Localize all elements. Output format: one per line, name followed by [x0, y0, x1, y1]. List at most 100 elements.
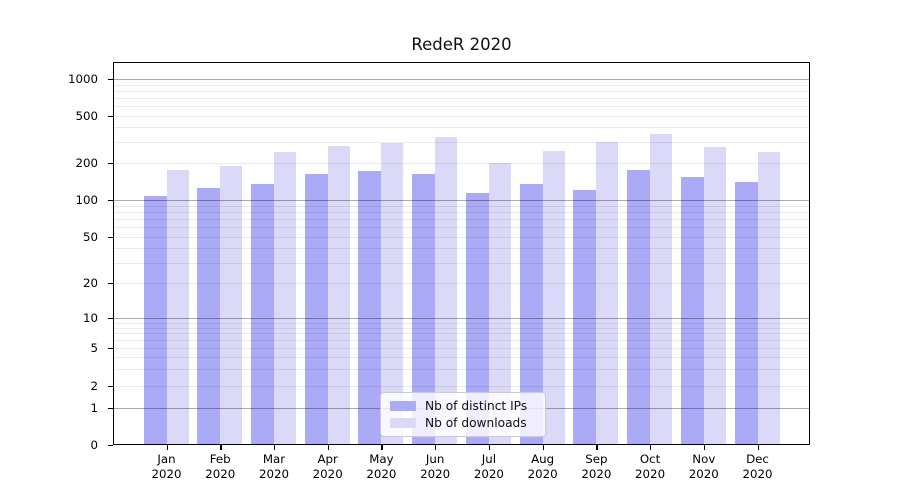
- x-tick-year: 2020: [151, 467, 182, 481]
- x-tick-label: Nov 2020: [689, 452, 719, 482]
- bar-distinct-ips: [143, 196, 167, 445]
- bar-distinct-ips: [627, 169, 651, 445]
- y-tick-label: 10: [82, 311, 98, 325]
- y-tick-mark: [108, 282, 113, 284]
- legend: Nb of distinct IPs Nb of downloads: [380, 392, 546, 437]
- x-tick-year: 2020: [258, 467, 289, 481]
- bar-distinct-ips: [197, 188, 221, 445]
- bar-distinct-ips: [680, 176, 704, 445]
- x-tick-month: Jul: [481, 452, 496, 466]
- x-tick-mark: [757, 445, 759, 450]
- x-tick-label: May 2020: [366, 452, 396, 482]
- y-tick-label: 2: [90, 379, 98, 393]
- x-tick-mark: [381, 445, 383, 450]
- y-tick-label: 5: [90, 341, 98, 355]
- bars-layer: [113, 62, 810, 445]
- x-tick-mark: [488, 445, 491, 450]
- x-tick-year: 2020: [205, 467, 236, 481]
- x-tick-month: Jan: [157, 452, 176, 466]
- x-tick-label: Jun 2020: [420, 452, 450, 482]
- x-tick-year: 2020: [635, 467, 666, 481]
- bar-downloads: [381, 143, 404, 445]
- bar-downloads: [596, 141, 619, 445]
- x-tick-year: 2020: [366, 467, 397, 481]
- x-tick-month: Jun: [425, 452, 445, 466]
- x-tick-month: Apr: [317, 452, 338, 466]
- x-tick-month: May: [369, 452, 394, 466]
- x-tick-month: Dec: [746, 452, 769, 466]
- legend-swatch-distinct-ips: [390, 401, 416, 411]
- x-tick-label: Jan 2020: [151, 452, 181, 482]
- bar-downloads: [273, 151, 296, 445]
- y-tick-mark: [108, 317, 113, 319]
- y-tick-mark: [108, 407, 113, 409]
- x-tick-month: Sep: [585, 452, 608, 466]
- legend-item: Nb of distinct IPs: [390, 399, 537, 413]
- x-tick-year: 2020: [742, 467, 773, 481]
- x-tick-mark: [650, 445, 652, 450]
- y-tick-mark: [108, 385, 113, 387]
- plot-area: [113, 62, 810, 445]
- y-tick-mark: [108, 199, 113, 201]
- bar-downloads: [542, 150, 565, 445]
- x-tick-label: Feb 2020: [205, 452, 235, 482]
- bar-downloads: [166, 170, 189, 445]
- bar-distinct-ips: [358, 171, 382, 445]
- x-tick-mark: [220, 445, 222, 450]
- y-tick-mark: [108, 162, 113, 164]
- x-tick-year: 2020: [527, 467, 558, 481]
- bar-distinct-ips: [734, 182, 758, 445]
- bar-distinct-ips: [519, 184, 543, 445]
- x-tick-year: 2020: [473, 467, 504, 481]
- x-tick-year: 2020: [688, 467, 719, 481]
- bar-downloads: [327, 145, 350, 445]
- bar-distinct-ips: [412, 174, 436, 445]
- y-tick-label: 0: [90, 438, 98, 452]
- y-tick-mark: [108, 236, 113, 238]
- legend-item-label: Nb of distinct IPs: [425, 399, 528, 413]
- y-tick-label: 100: [75, 193, 98, 207]
- chart-title: RedeR 2020: [411, 35, 512, 54]
- x-tick-year: 2020: [420, 467, 451, 481]
- legend-swatch-downloads: [390, 418, 416, 428]
- x-tick-mark: [435, 445, 437, 450]
- legend-item-label: Nb of downloads: [425, 416, 527, 430]
- x-tick-year: 2020: [581, 467, 612, 481]
- x-tick-mark: [273, 445, 276, 450]
- x-tick-month: Mar: [262, 452, 286, 466]
- x-tick-label: Apr 2020: [313, 452, 343, 482]
- x-tick-label: Jul 2020: [474, 452, 504, 482]
- x-tick-mark: [542, 445, 544, 450]
- bar-distinct-ips: [465, 192, 489, 445]
- x-tick-label: Sep 2020: [581, 452, 611, 482]
- y-tick-label: 20: [82, 276, 98, 290]
- x-tick-mark: [596, 445, 598, 450]
- bar-distinct-ips: [250, 183, 274, 445]
- y-tick-label: 50: [82, 230, 98, 244]
- legend-item: Nb of downloads: [390, 416, 537, 430]
- x-tick-month: Oct: [639, 452, 661, 466]
- y-tick-label: 200: [75, 156, 98, 170]
- x-tick-label: Oct 2020: [635, 452, 665, 482]
- x-tick-mark: [703, 445, 706, 450]
- y-tick-label: 1: [90, 401, 98, 415]
- bar-downloads: [488, 163, 511, 445]
- x-tick-mark: [327, 445, 329, 450]
- x-tick-label: Dec 2020: [743, 452, 773, 482]
- bar-distinct-ips: [573, 189, 597, 445]
- y-tick-mark: [108, 78, 113, 80]
- y-tick-mark: [108, 444, 113, 446]
- x-tick-month: Aug: [531, 452, 555, 466]
- bar-downloads: [435, 137, 458, 445]
- bar-downloads: [757, 151, 780, 445]
- x-tick-month: Nov: [692, 452, 716, 466]
- y-tick-mark: [108, 115, 113, 117]
- x-tick-month: Feb: [209, 452, 231, 466]
- y-tick-label: 500: [75, 109, 98, 123]
- bar-downloads: [650, 134, 673, 445]
- x-tick-label: Mar 2020: [259, 452, 289, 482]
- x-tick-label: Aug 2020: [528, 452, 558, 482]
- y-tick-mark: [108, 347, 113, 349]
- x-tick-year: 2020: [312, 467, 343, 481]
